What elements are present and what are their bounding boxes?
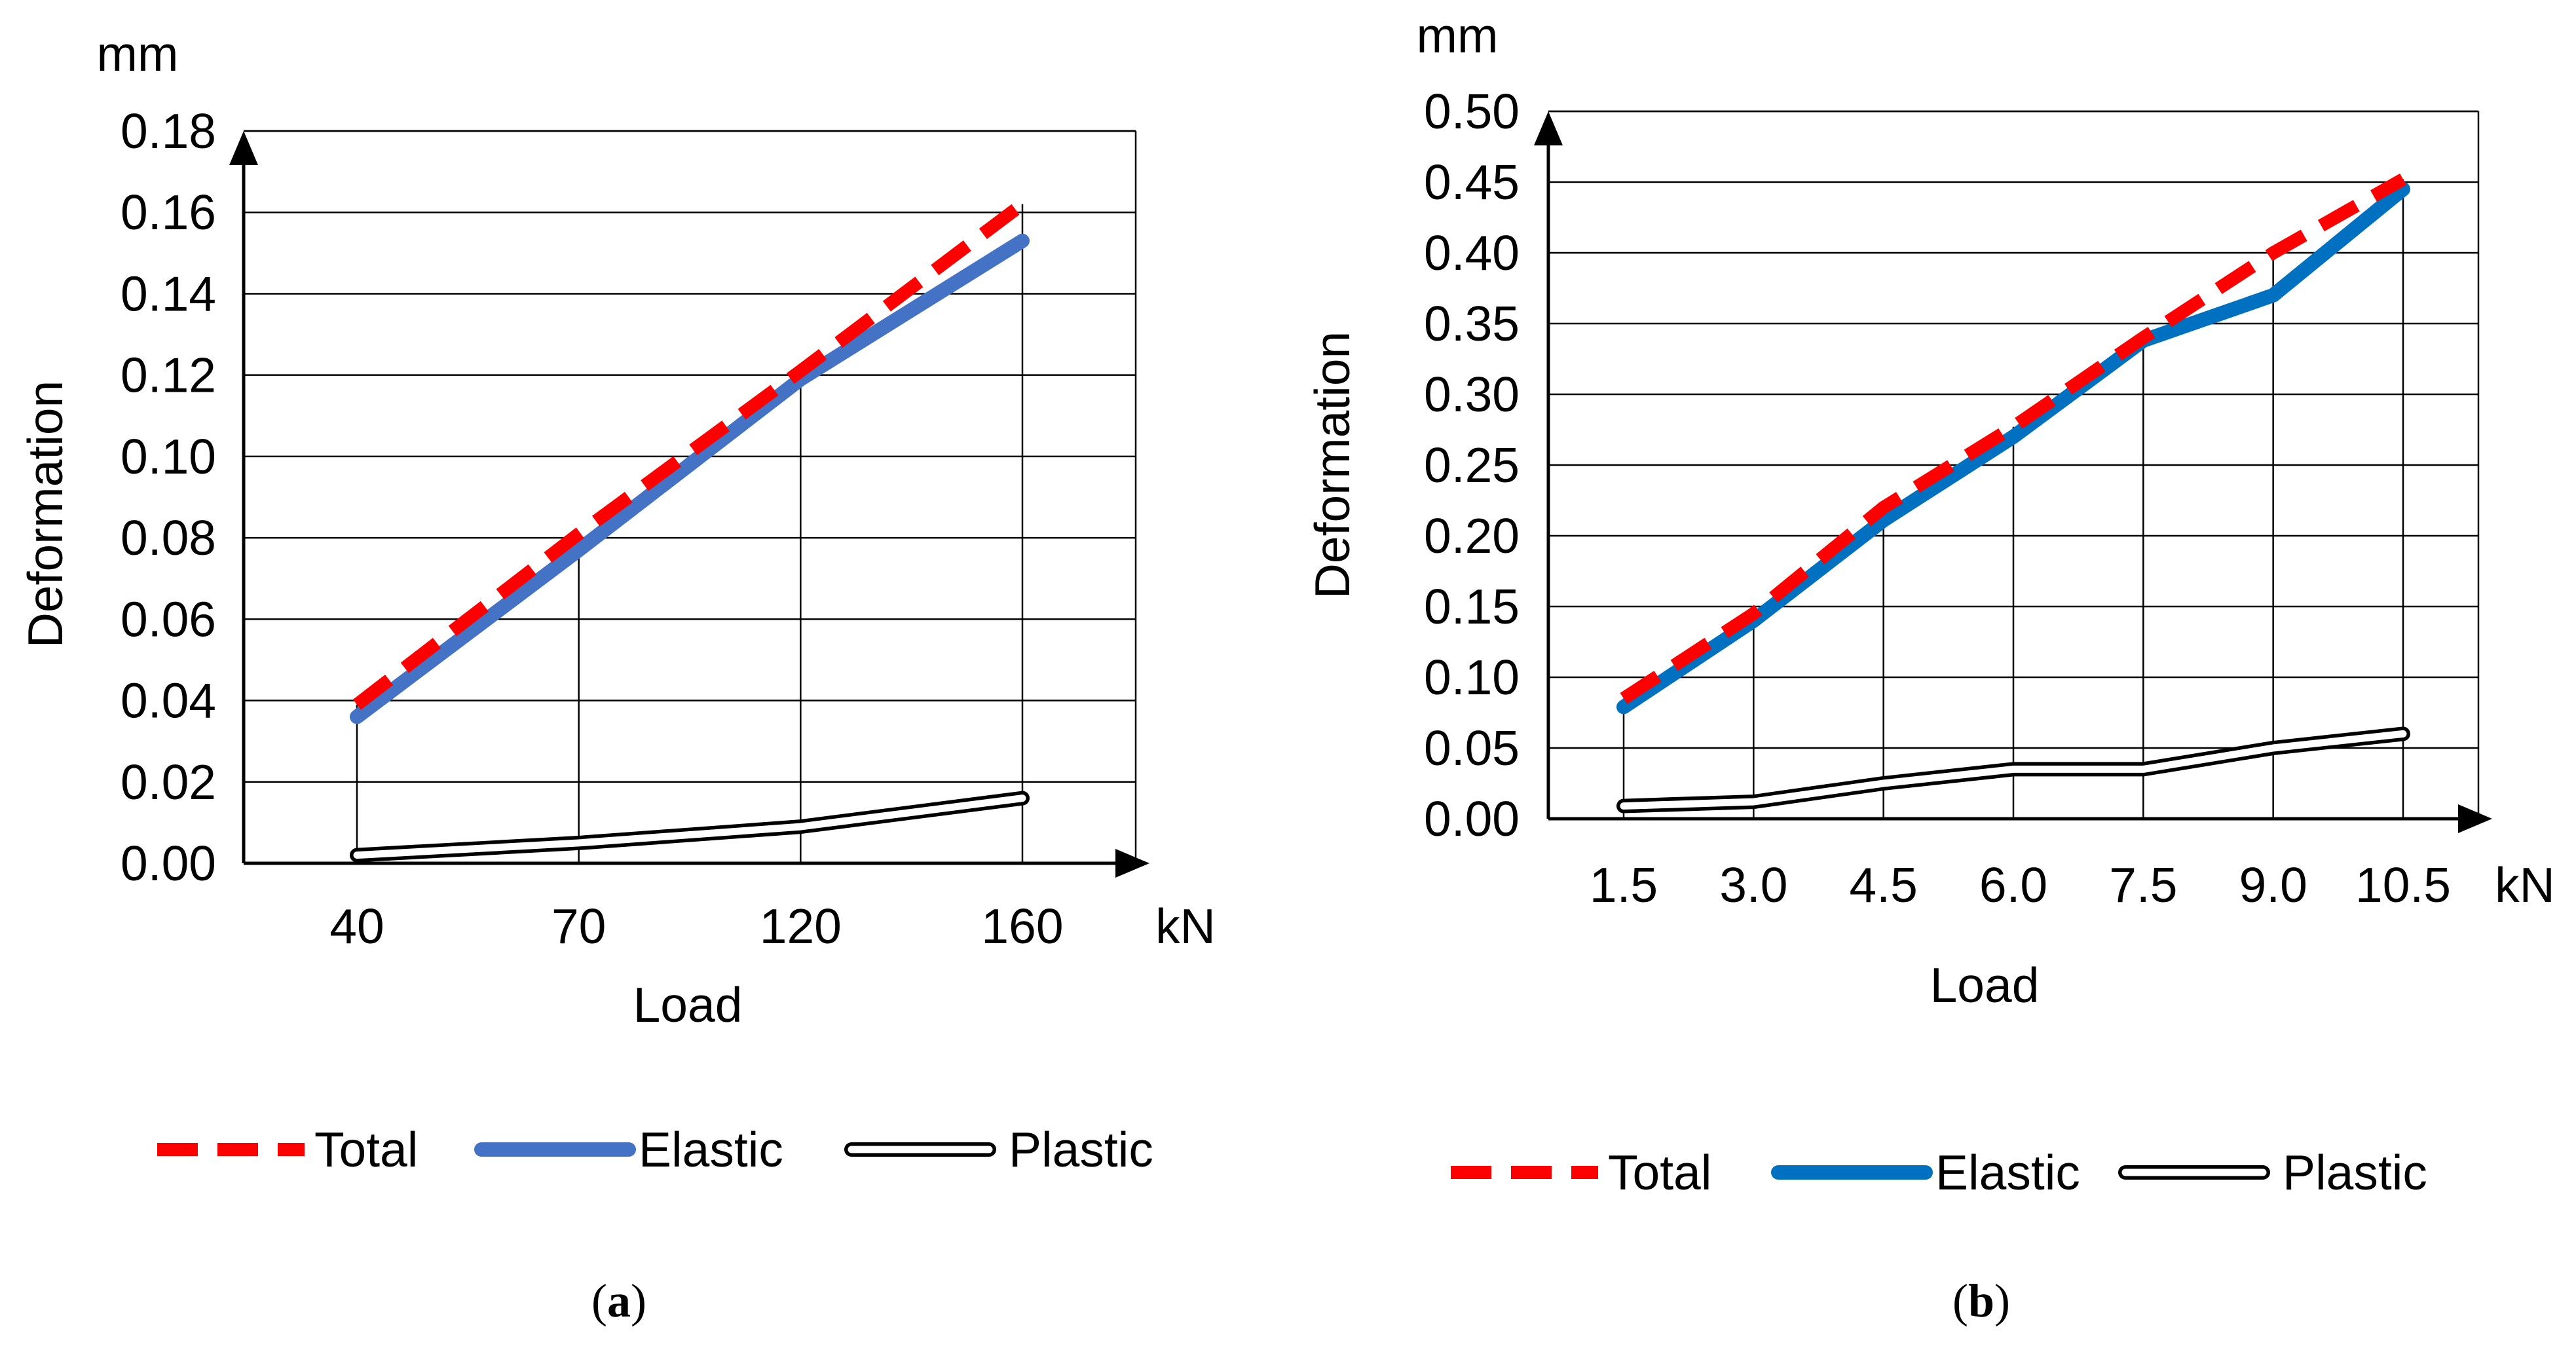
y-tick-label: 0.05 (1424, 720, 1520, 776)
legend-label-elastic: Elastic (639, 1122, 783, 1177)
y-tick-label: 0.06 (121, 591, 216, 646)
data-point-total (800, 370, 801, 371)
data-point-plastic (578, 842, 580, 844)
data-point-total (356, 704, 358, 705)
y-tick-label: 0.25 (1424, 438, 1520, 493)
caption-paren-close: ) (631, 1275, 646, 1327)
data-point-elastic (578, 550, 580, 551)
data-point-total (1623, 698, 1624, 699)
legend-label-total: Total (314, 1122, 418, 1177)
legend-label-plastic: Plastic (2283, 1145, 2427, 1200)
caption-paren-open: ( (591, 1275, 607, 1327)
caption-letter: b (1968, 1275, 1994, 1327)
x-tick-label: 70 (551, 899, 606, 954)
data-point-plastic (1623, 806, 1624, 807)
series-line-total (1620, 173, 2406, 704)
y-tick-label: 0.16 (121, 185, 216, 240)
x-tick-label: 6.0 (1979, 857, 2047, 912)
caption-paren-open: ( (1952, 1275, 1968, 1327)
y-tick-label: 0.10 (121, 429, 216, 484)
x-tick-label: 3.0 (1719, 857, 1787, 912)
legend-label-total: Total (1608, 1145, 1711, 1200)
x-unit-label: kN (1155, 899, 1216, 954)
x-tick-label: 7.5 (2109, 857, 2177, 912)
legend-label-plastic: Plastic (1009, 1122, 1153, 1177)
y-tick-label: 0.08 (121, 510, 216, 565)
x-axis-title: Load (633, 977, 743, 1032)
x-tick-label: 4.5 (1850, 857, 1918, 912)
data-point-plastic (2402, 733, 2404, 734)
data-point-plastic (1883, 783, 1884, 784)
x-tick-label: 1.5 (1590, 857, 1658, 912)
data-point-total (2273, 252, 2274, 253)
x-axis-arrow (2458, 804, 2492, 833)
data-point-elastic (1022, 240, 1023, 242)
data-point-plastic (356, 855, 358, 856)
y-tick-label: 0.45 (1424, 155, 1520, 210)
x-unit-label: kN (2495, 857, 2555, 912)
data-point-total (2013, 426, 2014, 428)
data-point-total (1022, 204, 1023, 205)
data-point-total (2402, 179, 2404, 180)
x-tick-label: 120 (760, 899, 842, 954)
y-tick-label: 0.04 (121, 673, 216, 728)
y-tick-label: 0.12 (121, 348, 216, 403)
y-tick-label: 0.00 (121, 836, 216, 891)
y-tick-label: 0.00 (1424, 791, 1520, 846)
y-axis-title: Deformation (1305, 331, 1360, 599)
data-point-plastic (1753, 801, 1754, 802)
series-line-total (352, 198, 1027, 710)
data-point-elastic (2273, 295, 2274, 296)
data-point-elastic (2402, 189, 2404, 190)
caption-letter: a (607, 1275, 631, 1327)
data-point-elastic (1883, 519, 1884, 521)
y-tick-label: 0.30 (1424, 367, 1520, 422)
data-point-plastic (2273, 747, 2274, 749)
x-axis-title: Load (1930, 958, 2040, 1013)
x-tick-label: 9.0 (2239, 857, 2307, 912)
series-line-plastic-inner (353, 795, 1026, 859)
chart-panel-a: 0.00 0.02 0.04 0.06 0.08 0.10 0.12 0.14 0.16 0.18… (18, 26, 1216, 1327)
y-tick-label: 0.20 (1424, 508, 1520, 563)
y-tick-label: 0.14 (121, 266, 216, 321)
data-point-total (578, 533, 580, 534)
panel-caption: (a) (591, 1275, 646, 1327)
y-unit-label: mm (1417, 8, 1499, 63)
chart-panel-b: 0.00 0.05 0.10 0.15 0.20 0.25 0.30 0.35 0.40 0.45… (1305, 8, 2555, 1327)
y-axis-arrow (229, 131, 258, 165)
data-point-plastic (2142, 768, 2144, 770)
y-axis-title: Deformation (18, 381, 73, 648)
x-tick-label: 10.5 (2355, 857, 2451, 912)
data-point-elastic (2013, 436, 2014, 438)
data-point-plastic (800, 826, 801, 827)
panel-caption: (b) (1952, 1275, 2010, 1327)
y-tick-label: 0.10 (1424, 650, 1520, 705)
y-axis-arrow (1534, 111, 1563, 145)
data-point-total (1753, 613, 1754, 614)
data-point-elastic (1623, 706, 1624, 707)
data-point-plastic (1022, 798, 1023, 799)
data-point-plastic (2013, 768, 2014, 770)
x-tick-label: 160 (981, 899, 1063, 954)
data-point-elastic (356, 716, 358, 717)
caption-paren-close: ) (1994, 1275, 2010, 1327)
y-tick-label: 0.18 (121, 103, 216, 159)
legend-label-elastic: Elastic (1935, 1145, 2080, 1200)
y-tick-label: 0.35 (1424, 296, 1520, 351)
y-tick-label: 0.50 (1424, 84, 1520, 139)
x-axis-arrow (1115, 849, 1149, 878)
series-line-plastic-inner (1620, 730, 2407, 810)
x-tick-label: 40 (329, 899, 384, 954)
y-tick-label: 0.40 (1424, 225, 1520, 280)
series-line-elastic (350, 233, 1030, 724)
data-point-total (2142, 337, 2144, 339)
y-tick-label: 0.15 (1424, 579, 1520, 634)
y-tick-label: 0.02 (121, 755, 216, 810)
y-unit-label: mm (97, 26, 179, 81)
data-point-total (1883, 507, 1884, 508)
